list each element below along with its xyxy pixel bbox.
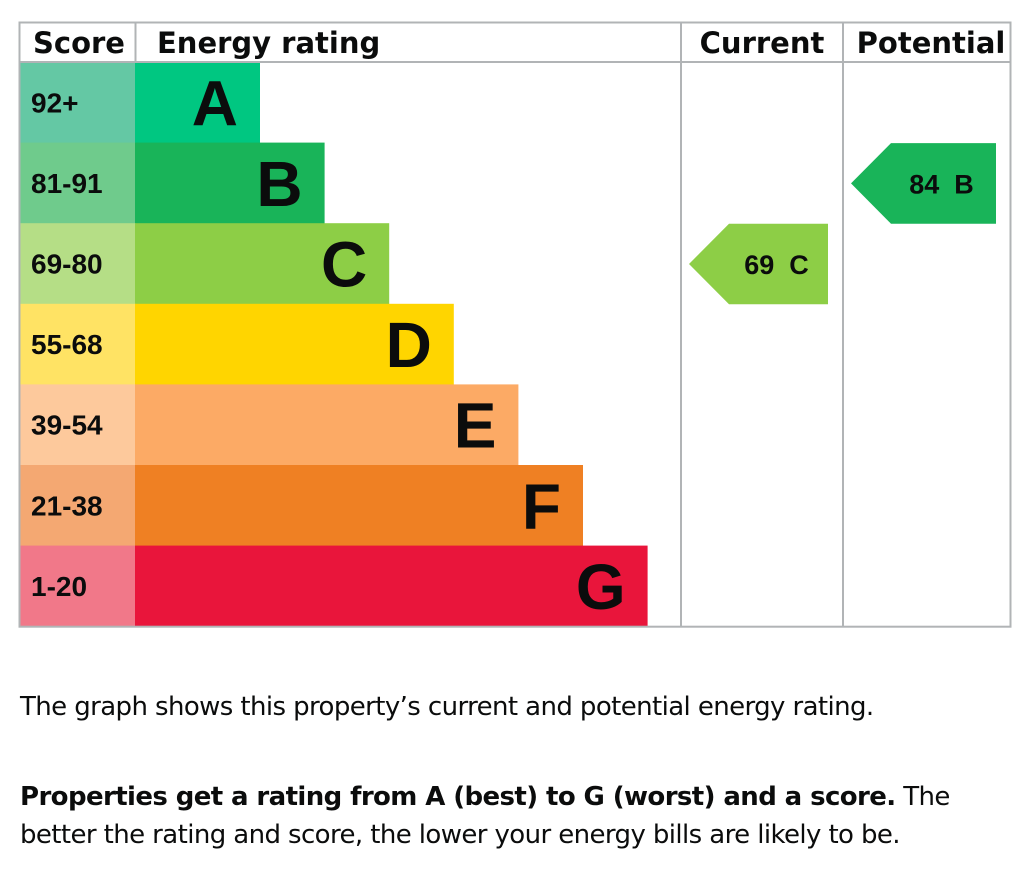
score-label-a: 92+ [31, 87, 79, 118]
chart-border [18, 21, 1012, 628]
band-bar-f [135, 465, 583, 547]
score-cell-b [19, 142, 136, 224]
header-potential: Potential [857, 26, 1006, 60]
score-cell-d [19, 303, 136, 385]
score-cell-c [19, 223, 136, 305]
current-rating-arrow [689, 223, 828, 305]
potential-rating-arrow [851, 143, 996, 224]
rating-markers: 69 C 84 B [689, 143, 996, 305]
score-label-b: 81-91 [31, 168, 103, 199]
chart-description: The graph shows this property’s current … [20, 692, 874, 722]
band-letter-a: A [192, 67, 238, 139]
rating-explanation: Properties get a rating from A (best) to… [20, 778, 1010, 854]
band-bar-d [135, 303, 454, 385]
band-letter-g: G [576, 551, 626, 623]
header-score: Score [33, 26, 125, 60]
band-letter-d: D [386, 309, 432, 381]
band-bar-e [135, 384, 519, 466]
header-energy-rating: Energy rating [157, 26, 380, 60]
rating-bands: 92+ A 81-91 B 69-80 C 55-68 D 39-54 E 21-38 F 1-20 G [19, 62, 648, 627]
band-bar-a [135, 62, 260, 144]
band-bar-b [135, 142, 325, 224]
score-label-g: 1-20 [31, 571, 87, 602]
rating-explanation-bold: Properties get a rating from A (best) to… [20, 782, 896, 812]
band-bar-g [135, 545, 648, 627]
score-label-e: 39-54 [31, 410, 103, 441]
header-current: Current [700, 26, 825, 60]
score-label-f: 21-38 [31, 490, 103, 521]
rating-explanation-rest: The better the rating and score, the low… [20, 782, 950, 850]
band-letter-f: F [522, 470, 561, 542]
score-label-d: 55-68 [31, 329, 103, 360]
potential-rating-label: 84 B [909, 169, 974, 199]
score-cell-f [19, 465, 136, 547]
chart-grid [18, 21, 1012, 628]
score-cell-a [19, 62, 136, 144]
score-cell-e [19, 384, 136, 466]
band-letter-c: C [321, 229, 367, 301]
band-letter-e: E [454, 390, 497, 462]
score-cell-g [19, 545, 136, 627]
current-rating-label: 69 C [744, 250, 809, 280]
band-letter-b: B [256, 148, 302, 220]
score-label-c: 69-80 [31, 249, 103, 280]
band-bar-c [135, 223, 390, 305]
energy-rating-chart: 92+ A81-91 B69-80 C55-68 D39-54 E21-38 F1-20 G … [18, 21, 1012, 628]
